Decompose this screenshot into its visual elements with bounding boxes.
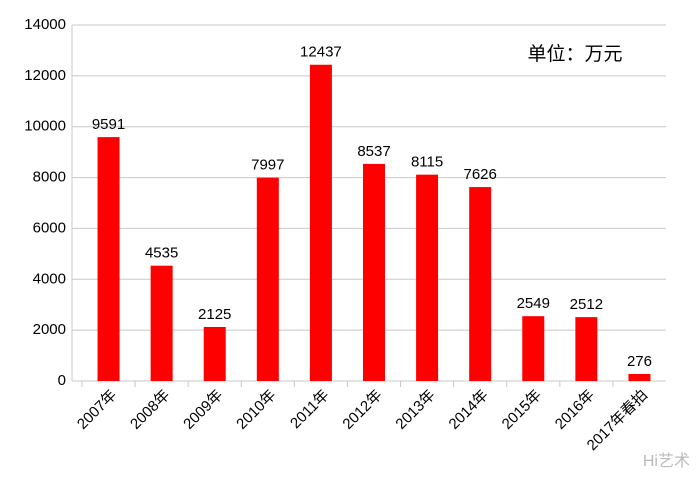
value-label: 276 (627, 353, 652, 370)
y-tick-label: 12000 (24, 67, 66, 84)
bar (628, 373, 651, 381)
value-label: 4535 (145, 245, 178, 262)
value-label: 8115 (411, 154, 443, 171)
value-label: 7626 (463, 166, 496, 183)
value-label: 2125 (198, 306, 231, 323)
bar (97, 137, 120, 381)
value-label: 9591 (92, 116, 125, 133)
value-label: 12437 (300, 44, 342, 61)
bar (522, 316, 545, 381)
y-tick-label: 8000 (33, 169, 66, 186)
x-tick-label: 2011年 (287, 387, 332, 432)
x-tick-label: 2014年 (446, 387, 492, 433)
y-tick-label: 2000 (33, 321, 66, 338)
value-label: 8537 (357, 143, 390, 160)
x-tick-label: 2015年 (499, 387, 545, 433)
bar (575, 317, 598, 381)
x-tick-label: 2009年 (180, 387, 226, 433)
y-tick-label: 6000 (33, 219, 66, 236)
bar (256, 177, 279, 381)
x-tick-label: 2012年 (339, 387, 385, 433)
bar (363, 163, 385, 381)
bar (416, 174, 439, 381)
y-tick-label: 10000 (24, 118, 66, 135)
watermark: Hi艺术 (643, 452, 690, 470)
y-tick-label: 14000 (24, 16, 66, 33)
bar (469, 187, 492, 381)
bar (150, 265, 173, 381)
bar (203, 326, 226, 381)
x-tick-label: 2007年 (74, 387, 120, 433)
value-label: 2512 (570, 296, 603, 313)
value-label: 7997 (251, 157, 284, 174)
x-tick-label: 2008年 (127, 387, 173, 433)
unit-annotation: 单位：万元 (527, 43, 622, 65)
value-label: 2549 (517, 295, 550, 312)
y-tick-label: 4000 (33, 270, 66, 287)
x-tick-label: 2013年 (392, 387, 438, 433)
x-tick-label: 2016年 (552, 387, 598, 433)
y-tick-label: 0 (58, 372, 66, 389)
x-tick-label: 2010年 (233, 387, 279, 433)
bar (309, 64, 332, 381)
